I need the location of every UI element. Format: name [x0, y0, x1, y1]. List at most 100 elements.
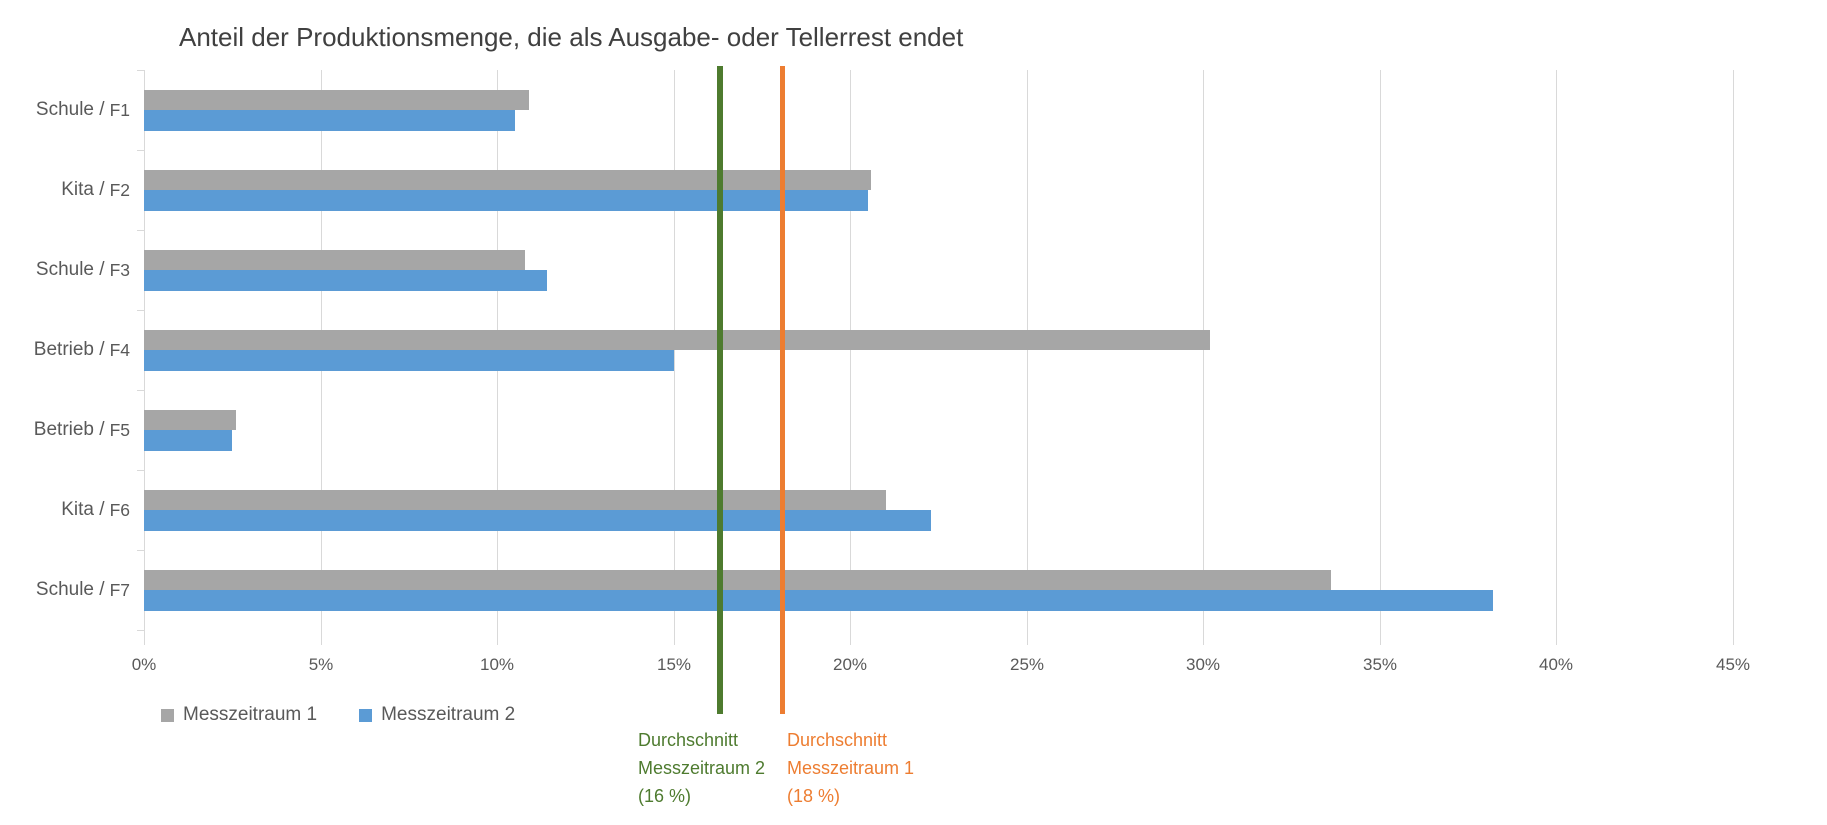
plot-area [144, 70, 1734, 630]
category-label-prefix: Betrieb / [33, 339, 105, 360]
chart-row [144, 70, 1733, 150]
legend-label: Messzeitraum 1 [183, 704, 318, 725]
axis-tick [1203, 630, 1204, 645]
category-label-code: F4 [109, 339, 130, 360]
legend-item-messzeitraum-1[interactable]: Messzeitraum 1 [161, 704, 317, 726]
axis-tick [144, 630, 145, 645]
category-label-prefix: Kita / [61, 499, 105, 520]
value-axis-labels: 0% 5% 10% 15% 20% 25% 30% 35% 40% 45% [132, 655, 1784, 679]
bar-messzeitraum-1[interactable] [144, 89, 529, 110]
bar-messzeitraum-2[interactable] [144, 589, 1493, 611]
x-axis-tick-label: 15% [656, 655, 692, 674]
value-axis-ticks [144, 630, 1734, 645]
chart-row [144, 470, 1733, 550]
axis-tick [1733, 630, 1734, 645]
x-axis-tick-label: 20% [832, 655, 868, 674]
avg-line-label-line: Durchschnitt [638, 730, 739, 750]
gridline [1380, 70, 1381, 630]
avg-line-label-line: Durchschnitt [787, 730, 888, 750]
avg-line-label-line: (16 %) [638, 786, 692, 806]
axis-tick [137, 550, 144, 551]
bar-messzeitraum-2[interactable] [144, 269, 547, 291]
bar-messzeitraum-1[interactable] [144, 169, 872, 190]
gridline [1733, 70, 1734, 630]
x-axis-tick-label: 40% [1538, 655, 1574, 674]
legend-color-swatch [359, 708, 373, 722]
gridline [850, 70, 851, 630]
chart-row [144, 230, 1733, 310]
category-axis: Schule / F1 Kita / F2 Schule / F3 Betrieb / F4 B… [0, 70, 130, 630]
category-label: Betrieb / F4 [0, 310, 130, 390]
category-label-code: F2 [109, 179, 130, 200]
category-label: Betrieb / F5 [0, 390, 130, 470]
category-label-code: F6 [109, 499, 130, 520]
axis-tick [137, 310, 144, 311]
axis-tick [1380, 630, 1381, 645]
bar-messzeitraum-2[interactable] [144, 189, 868, 211]
bar-messzeitraum-1[interactable] [144, 569, 1331, 590]
category-label-prefix: Schule / [35, 99, 105, 120]
category-label: Schule / F3 [0, 230, 130, 310]
chart-row [144, 550, 1733, 630]
bar-messzeitraum-1[interactable] [144, 489, 886, 510]
category-label-prefix: Betrieb / [33, 419, 105, 440]
bar-messzeitraum-2[interactable] [144, 509, 932, 531]
legend: Messzeitraum 1 Messzeitraum 2 [161, 704, 515, 726]
gridline [1203, 70, 1204, 630]
legend-color-swatch [161, 708, 174, 722]
chart-title: Anteil der Produktionsmenge, die als Aus… [179, 22, 964, 52]
category-label-code: F5 [109, 419, 130, 440]
x-axis-tick-label: 10% [479, 655, 515, 674]
axis-tick [497, 630, 498, 645]
avg-line-label-line: (18 %) [787, 786, 841, 806]
category-label: Kita / F6 [0, 470, 130, 550]
category-label-code: F1 [109, 99, 130, 120]
x-axis-tick-label: 0% [131, 655, 157, 674]
chart-row [144, 310, 1733, 390]
axis-tick [137, 230, 144, 231]
axis-tick [1027, 630, 1028, 645]
axis-tick [137, 150, 144, 151]
gridline [1027, 70, 1028, 630]
avg-line-label-line: Messzeitraum 1 [787, 758, 915, 778]
chart-row [144, 390, 1733, 470]
category-label-code: F3 [109, 259, 130, 280]
bar-messzeitraum-1[interactable] [144, 329, 1211, 350]
category-label-prefix: Schule / [35, 259, 105, 280]
avg-line-messzeitraum-1[interactable] [780, 66, 786, 714]
category-label: Schule / F1 [0, 70, 130, 150]
category-label: Schule / F7 [0, 550, 130, 630]
avg-line-messzeitraum-2[interactable] [716, 66, 723, 714]
avg-line-label-messzeitraum-2[interactable]: Durchschnitt Messzeitraum 2 (16 %) [638, 726, 765, 810]
x-axis-tick-label: 45% [1715, 655, 1751, 674]
category-axis-ticks [137, 70, 144, 631]
axis-tick [137, 470, 144, 471]
axis-tick [850, 630, 851, 645]
x-axis-tick-label: 25% [1009, 655, 1045, 674]
bar-messzeitraum-1[interactable] [144, 249, 526, 270]
axis-tick [137, 390, 144, 391]
bar-messzeitraum-1[interactable] [144, 409, 236, 430]
avg-line-label-line: Messzeitraum 2 [638, 758, 766, 778]
x-axis-tick-label: 30% [1185, 655, 1221, 674]
gridline [674, 70, 675, 630]
category-label-prefix: Kita / [61, 179, 105, 200]
category-label-prefix: Schule / [35, 579, 105, 600]
chart-row [144, 150, 1733, 230]
category-label-code: F7 [109, 579, 130, 600]
category-label: Kita / F2 [0, 150, 130, 230]
axis-tick [137, 630, 144, 631]
axis-tick [137, 70, 144, 71]
bar-messzeitraum-2[interactable] [144, 429, 233, 451]
bar-messzeitraum-2[interactable] [144, 349, 674, 371]
legend-label: Messzeitraum 2 [381, 704, 516, 725]
avg-line-label-messzeitraum-1[interactable]: Durchschnitt Messzeitraum 1 (18 %) [787, 726, 914, 810]
axis-tick [321, 630, 322, 645]
bar-messzeitraum-2[interactable] [144, 109, 515, 131]
axis-tick [1556, 630, 1557, 645]
gridline [1556, 70, 1557, 630]
legend-item-messzeitraum-2[interactable]: Messzeitraum 2 [359, 704, 515, 726]
x-axis-tick-label: 35% [1362, 655, 1398, 674]
x-axis-tick-label: 5% [308, 655, 334, 674]
